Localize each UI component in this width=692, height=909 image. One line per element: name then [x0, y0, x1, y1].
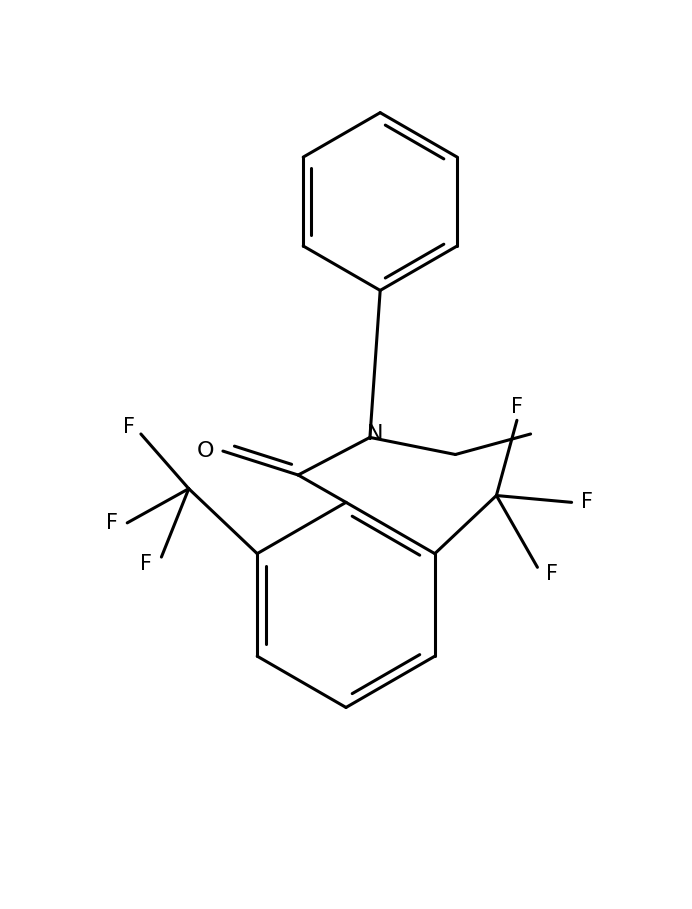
Text: N: N — [367, 424, 383, 444]
Text: F: F — [122, 417, 135, 437]
Text: F: F — [581, 493, 592, 513]
Text: F: F — [106, 513, 118, 533]
Text: F: F — [511, 396, 523, 416]
Text: O: O — [197, 441, 215, 461]
Text: F: F — [140, 554, 152, 574]
Text: F: F — [547, 564, 558, 584]
